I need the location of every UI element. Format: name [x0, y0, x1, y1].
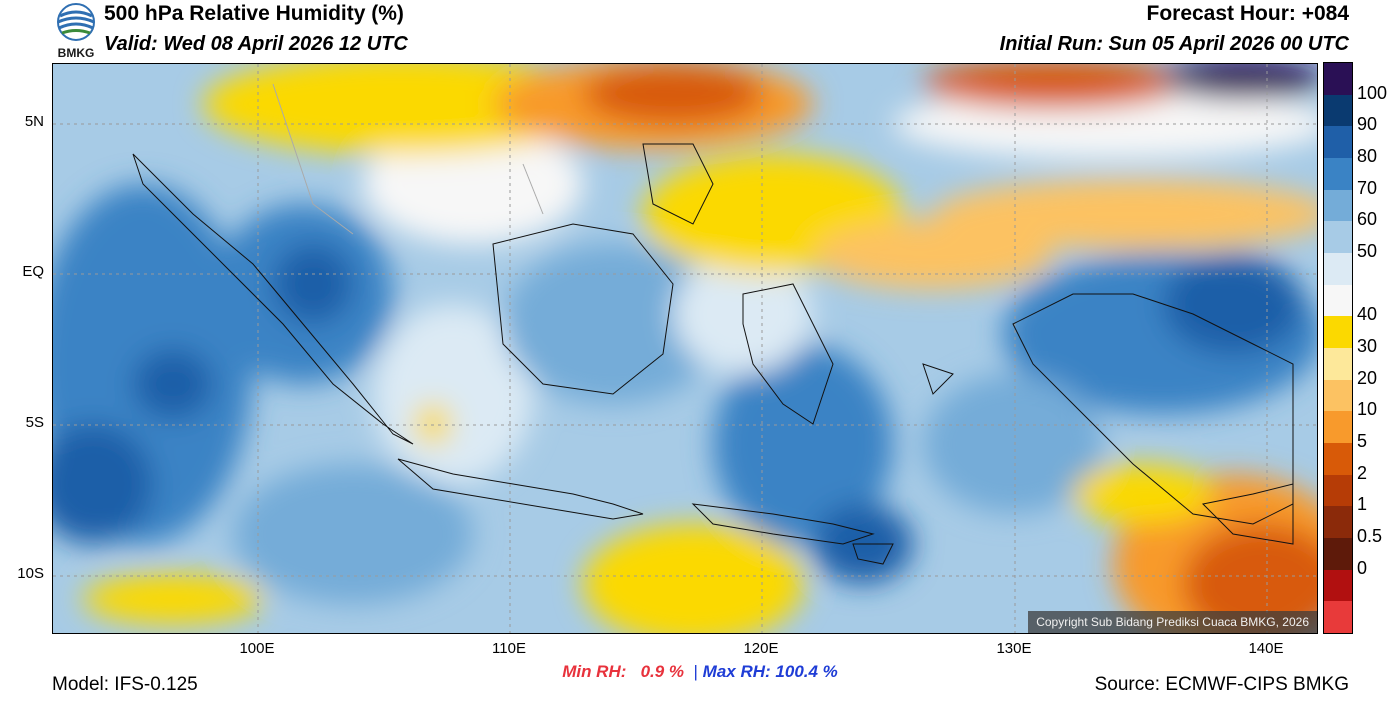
colorbar: [1323, 62, 1353, 634]
colorbar-label: 50: [1357, 241, 1378, 261]
lon-label-110e: 110E: [492, 640, 526, 657]
colorbar-label: 30: [1357, 336, 1378, 356]
lon-label-120e: 120E: [743, 640, 779, 657]
colorbar-label: 2: [1357, 462, 1368, 483]
colorbar-label: 1: [1357, 494, 1368, 515]
lat-label-5s: 5S: [25, 414, 44, 431]
lat-label-5n: 5N: [24, 113, 44, 130]
logo-text: BMKG: [58, 46, 95, 60]
map-title: 500 hPa Relative Humidity (%): [104, 2, 404, 25]
colorbar-segment: [1324, 443, 1352, 476]
colorbar-segment: [1324, 411, 1352, 444]
coastlines: [132, 143, 1294, 565]
colorbar-segment: [1324, 94, 1352, 127]
colorbar-segment: [1324, 348, 1352, 381]
colorbar-label: 0: [1357, 557, 1368, 578]
colorbar-label: 0.5: [1357, 526, 1383, 546]
colorbar-label: 70: [1357, 177, 1378, 198]
min-rh-value: 0.9 %: [640, 662, 685, 681]
colorbar-label: 10: [1357, 399, 1378, 420]
colorbar-label: 40: [1357, 304, 1378, 325]
lat-label-eq: EQ: [22, 263, 44, 280]
colorbar-segment: [1324, 316, 1352, 349]
humidity-field: [53, 64, 1317, 633]
colorbar-segment: [1324, 474, 1352, 507]
colorbar-label: 90: [1357, 114, 1378, 135]
colorbar-segment: [1324, 158, 1352, 191]
rh-stats: Min RH: 0.9 % | Max RH: 100.4 %: [0, 662, 1400, 682]
colorbar-segment: [1324, 569, 1352, 602]
stats-separator: |: [693, 662, 698, 681]
humidity-map: Copyright Sub Bidang Prediksi Cuaca BMKG…: [52, 63, 1318, 634]
colorbar-segment: [1324, 126, 1352, 159]
lon-label-130e: 130E: [996, 640, 1032, 657]
bmkg-logo: BMKG: [52, 2, 100, 60]
lat-label-10s: 10S: [17, 565, 44, 582]
min-rh-label: Min RH:: [562, 662, 627, 681]
copyright-notice: Copyright Sub Bidang Prediksi Cuaca BMKG…: [1028, 611, 1317, 633]
colorbar-label: 80: [1357, 146, 1378, 166]
colorbar-segment: [1324, 601, 1352, 634]
initial-run: Initial Run: Sun 05 April 2026 00 UTC: [999, 33, 1349, 55]
valid-time: Valid: Wed 08 April 2026 12 UTC: [104, 33, 408, 55]
colorbar-label: 100: [1357, 82, 1388, 103]
lon-label-140e: 140E: [1248, 640, 1284, 657]
max-rh-label: Max RH:: [702, 662, 771, 681]
lon-label-100e: 100E: [239, 640, 275, 657]
model-info: Model: IFS-0.125: [52, 674, 198, 695]
colorbar-segment: [1324, 379, 1352, 412]
colorbar-segment: [1324, 189, 1352, 222]
colorbar-segment: [1324, 221, 1352, 254]
colorbar-segment: [1324, 63, 1352, 96]
colorbar-segment: [1324, 253, 1352, 286]
colorbar-label: 60: [1357, 209, 1378, 230]
forecast-hour: Forecast Hour: +084: [1146, 2, 1350, 25]
colorbar-segment: [1324, 538, 1352, 571]
colorbar-label: 5: [1357, 431, 1368, 451]
colorbar-label: 20: [1357, 367, 1378, 388]
source-info: Source: ECMWF-CIPS BMKG: [1094, 674, 1349, 695]
colorbar-segment: [1324, 284, 1352, 317]
colorbar-segment: [1324, 506, 1352, 539]
max-rh-value: 100.4 %: [775, 662, 838, 681]
